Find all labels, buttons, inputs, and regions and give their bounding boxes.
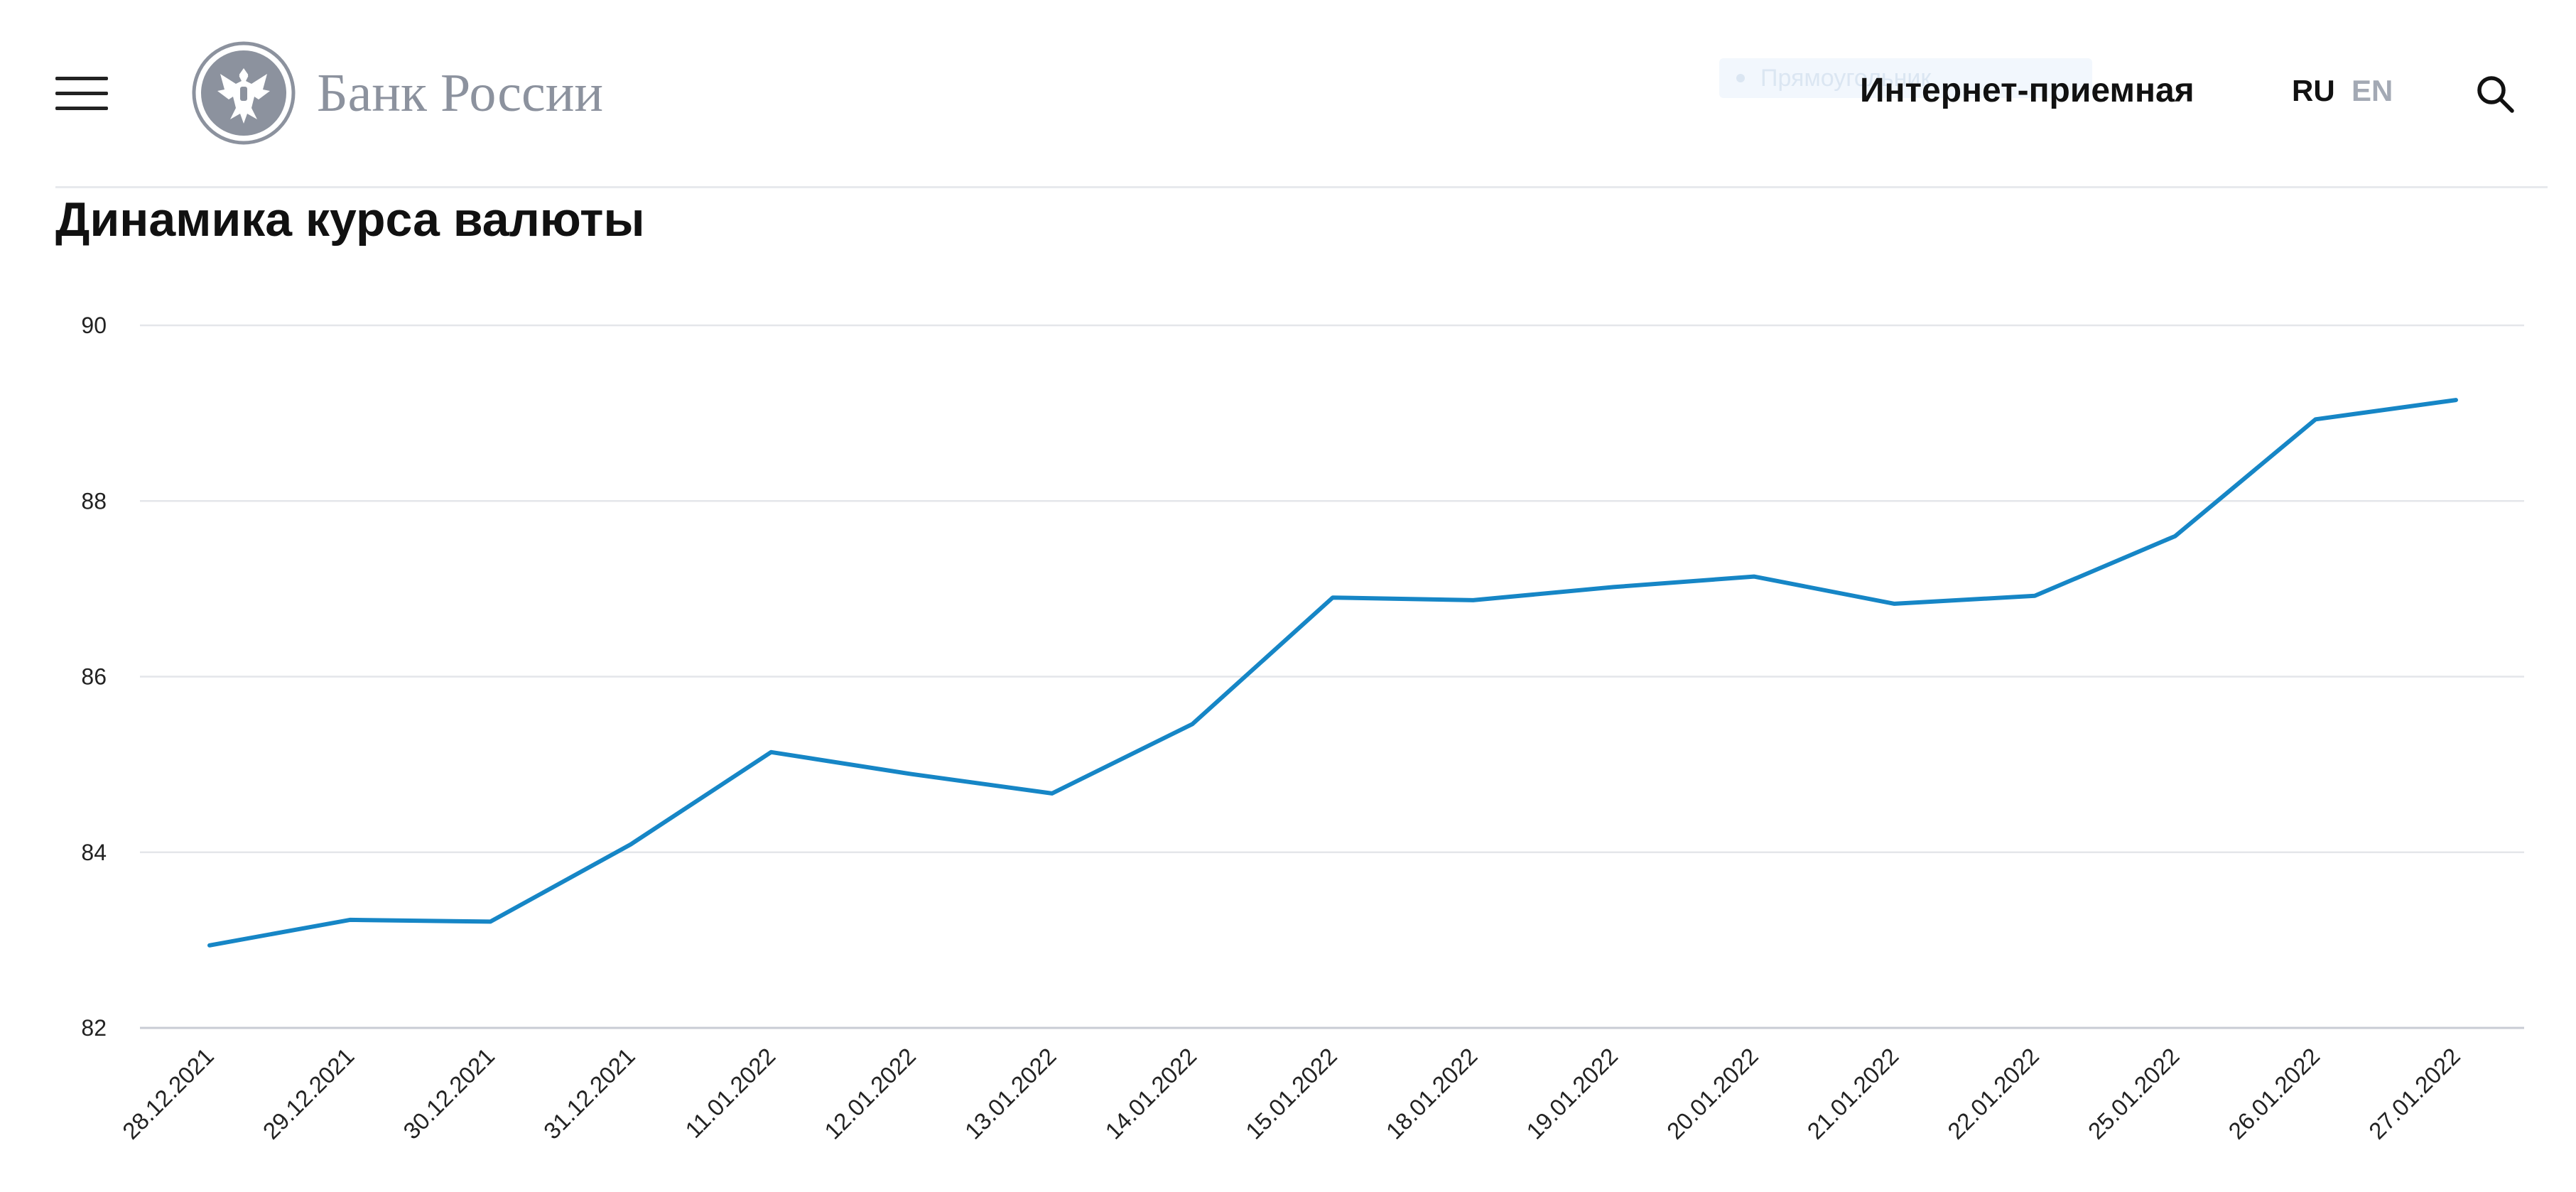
x-tick-label: 22.01.2022 <box>1942 1043 2044 1144</box>
data-point[interactable] <box>2449 393 2463 407</box>
data-point[interactable] <box>1466 593 1481 607</box>
x-tick-label: 15.01.2022 <box>1240 1043 1342 1144</box>
faded-banner-text: Прямоугольник <box>1760 64 1932 92</box>
x-tick-label: 13.01.2022 <box>960 1043 1061 1144</box>
x-tick-label: 21.01.2022 <box>1802 1043 1903 1144</box>
bank-logo[interactable]: Банк России <box>190 40 603 146</box>
data-point[interactable] <box>2028 589 2042 603</box>
bullet-icon <box>1736 74 1745 82</box>
data-point[interactable] <box>1326 590 1340 605</box>
x-tick-label: 20.01.2022 <box>1662 1043 1763 1144</box>
x-tick-label: 29.12.2021 <box>258 1043 359 1144</box>
x-tick-label: 19.01.2022 <box>1521 1043 1623 1144</box>
data-point[interactable] <box>2168 529 2182 543</box>
y-tick-label: 84 <box>81 840 107 865</box>
x-tick-label: 31.12.2021 <box>539 1043 640 1144</box>
hamburger-menu-icon[interactable] <box>55 77 108 111</box>
data-point[interactable] <box>1747 570 1761 584</box>
x-tick-label: 14.01.2022 <box>1100 1043 1201 1144</box>
lang-en-button[interactable]: EN <box>2352 74 2393 107</box>
series-line <box>207 398 2458 948</box>
data-point[interactable] <box>1888 597 1902 611</box>
y-axis-ticks: 82 84 86 88 90 <box>81 313 107 1041</box>
double-headed-eagle-emblem-icon <box>192 41 296 145</box>
data-point[interactable] <box>904 767 919 781</box>
data-point[interactable] <box>764 745 779 759</box>
faded-banner-chip: Прямоугольник <box>1719 58 2092 98</box>
series-layer <box>202 393 2463 953</box>
data-point[interactable] <box>1606 580 1620 594</box>
data-point[interactable] <box>624 838 638 852</box>
data-point[interactable] <box>202 938 217 953</box>
page-title: Динамика курса валюты <box>55 193 645 246</box>
logo-text: Банк России <box>317 63 604 123</box>
x-axis-ticks: 28.12.2021 29.12.2021 30.12.2021 31.12.2021… <box>117 1043 2465 1144</box>
data-point[interactable] <box>2308 412 2322 426</box>
x-tick-label: 27.01.2022 <box>2364 1043 2465 1144</box>
y-tick-label: 88 <box>81 488 107 514</box>
x-tick-label: 12.01.2022 <box>819 1043 921 1144</box>
y-tick-label: 86 <box>81 664 107 690</box>
y-tick-label: 90 <box>81 313 107 338</box>
header-divider <box>55 186 2548 188</box>
grid-lines <box>140 324 2524 1029</box>
x-tick-label: 26.01.2022 <box>2223 1043 2325 1144</box>
data-point[interactable] <box>1185 717 1199 731</box>
data-point[interactable] <box>343 913 357 927</box>
data-point[interactable] <box>483 914 497 928</box>
internet-reception-link[interactable]: Интернет-приемная <box>1860 72 2195 109</box>
x-tick-label: 28.12.2021 <box>117 1043 219 1144</box>
exchange-rate-chart: 82 84 86 88 90 28.12.2021 29.12.2021 30.12.202… <box>81 313 2524 1144</box>
x-tick-label: 18.01.2022 <box>1381 1043 1483 1144</box>
site-header: Банк России Прямоугольник Интернет-прием… <box>0 0 2576 186</box>
lang-ru-button[interactable]: RU <box>2292 74 2335 107</box>
x-tick-label: 30.12.2021 <box>398 1043 499 1144</box>
y-tick-label: 82 <box>81 1015 107 1041</box>
x-tick-label: 25.01.2022 <box>2083 1043 2185 1144</box>
search-icon[interactable] <box>2475 74 2515 114</box>
data-point[interactable] <box>1045 786 1059 801</box>
x-tick-label: 11.01.2022 <box>680 1043 780 1143</box>
